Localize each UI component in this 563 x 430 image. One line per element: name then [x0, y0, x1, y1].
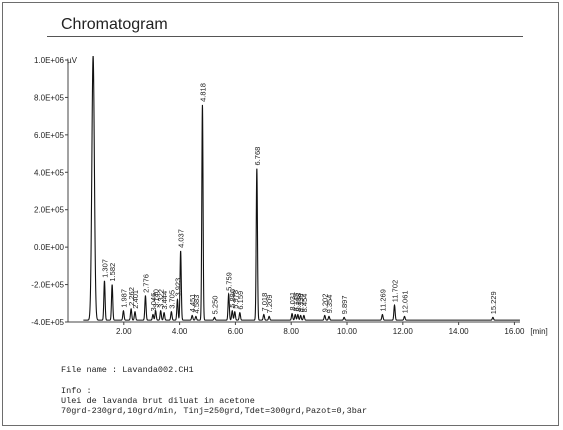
- peak-label: 7.209: [265, 295, 274, 314]
- peak-label: 5.250: [211, 296, 220, 315]
- peak-label: 4.583: [192, 295, 201, 314]
- peak-label: 1.307: [101, 259, 110, 278]
- chromatogram-trace: [83, 55, 520, 321]
- y-tick-label: -4.0E+05: [31, 318, 64, 327]
- peak-label: 6.159: [236, 291, 245, 310]
- peak-label: 2.776: [142, 274, 151, 293]
- peak-label: 8.031: [288, 292, 297, 311]
- chart-title: Chromatogram: [61, 16, 168, 33]
- peak-label: 8.338: [297, 294, 306, 313]
- x-tick-label: 14.00: [449, 327, 470, 336]
- peak-label: 1.987: [119, 289, 128, 308]
- y-tick-label: 8.0E+05: [34, 93, 65, 102]
- peak-label: 4.451: [188, 294, 197, 313]
- peak-label: 8.454: [300, 294, 309, 313]
- peak-label: 3.444: [160, 291, 169, 310]
- peak-label: 5.759: [225, 272, 234, 291]
- x-tick-label: 2.00: [116, 327, 132, 336]
- peak-label: 4.037: [177, 229, 186, 248]
- peak-label: 5.978: [231, 290, 240, 309]
- peak-label: 9.897: [340, 295, 349, 314]
- peak-label: 9.202: [321, 294, 330, 313]
- peak-label: 8.238: [294, 293, 303, 312]
- peak-label: 6.768: [253, 147, 262, 166]
- peak-label: 2.401: [131, 290, 140, 309]
- info-label: Info :: [61, 386, 92, 396]
- x-tick-label: 4.00: [172, 327, 188, 336]
- peak-label: 3.923: [174, 278, 183, 297]
- peak-label: 4.818: [198, 83, 207, 102]
- peak-label: 1.582: [108, 263, 117, 282]
- peak-label: 2.262: [127, 287, 136, 306]
- peak-label: 5.886: [228, 289, 237, 308]
- peak-label: 3.046: [149, 293, 158, 312]
- x-unit-label: [min]: [530, 327, 547, 336]
- y-tick-label: 6.0E+05: [34, 131, 65, 140]
- x-tick-label: 10.00: [337, 327, 358, 336]
- peak-label: 11.269: [378, 289, 387, 311]
- x-tick-label: 12.00: [393, 327, 414, 336]
- peak-label: 3.140: [152, 289, 161, 308]
- peak-label: 15.229: [489, 291, 498, 314]
- peak-label: 12.061: [400, 290, 409, 313]
- y-tick-label: 0.0E+00: [34, 243, 65, 252]
- info-line-1: Ulei de lavanda brut diluat in acetone: [61, 396, 255, 406]
- y-tick-label: 4.0E+05: [34, 168, 65, 177]
- peak-label: 8.145: [291, 293, 300, 312]
- y-unit-label: µV: [67, 56, 78, 65]
- info-line-2: 70grd-230grd,10grd/min, Tinj=250grd,Tdet…: [61, 406, 368, 416]
- y-tick-label: -2.0E+05: [31, 281, 64, 290]
- peak-label: 3.705: [167, 290, 176, 309]
- x-tick-label: 16.00: [504, 327, 525, 336]
- title-underline: [47, 36, 523, 37]
- peak-label: 11.702: [390, 280, 399, 302]
- peak-label: 9.354: [325, 295, 334, 314]
- x-tick-label: 6.00: [228, 327, 244, 336]
- x-tick-label: 8.00: [283, 327, 299, 336]
- peak-label: 3.322: [157, 289, 166, 308]
- y-tick-label: 2.0E+05: [34, 206, 65, 215]
- y-tick-label: 1.0E+06: [34, 56, 65, 65]
- peak-label: 7.018: [260, 293, 269, 312]
- file-name-line: File name : Lavanda002.CH1: [61, 365, 194, 375]
